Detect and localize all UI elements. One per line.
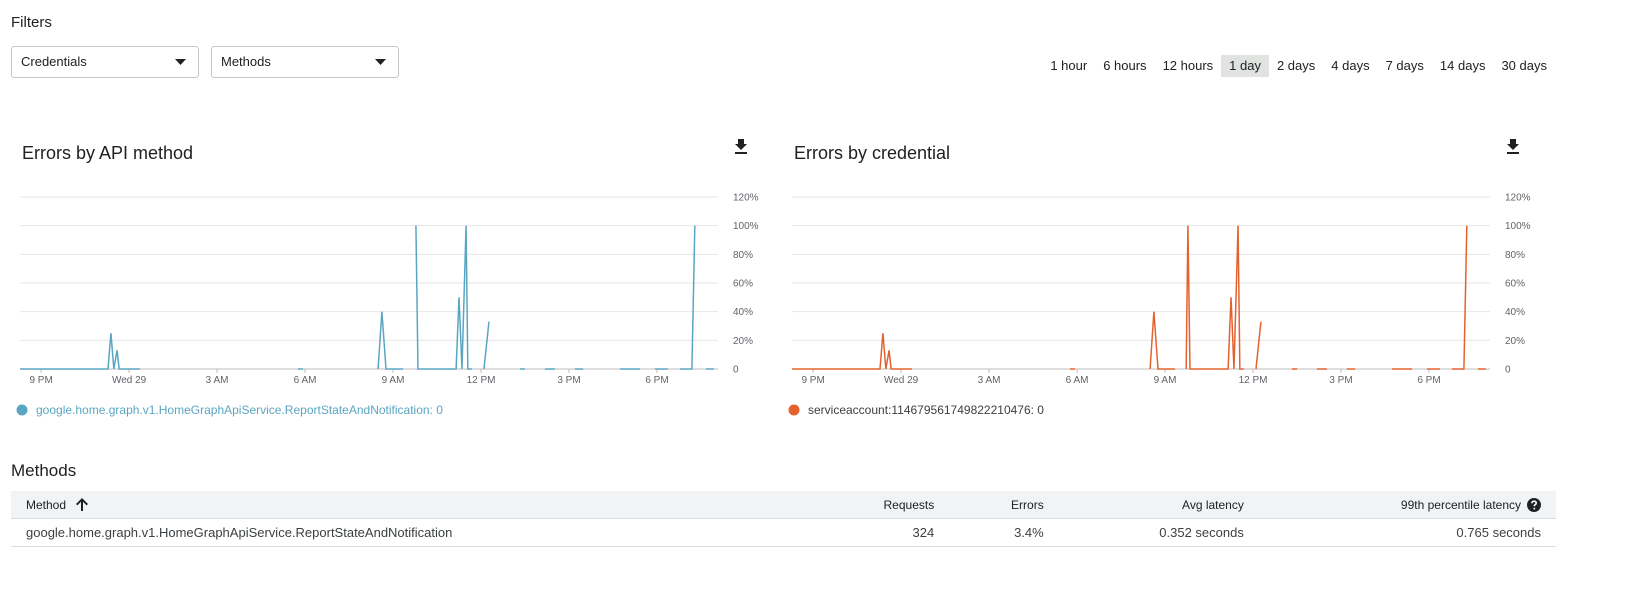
- y-tick-label: 120%: [733, 193, 759, 204]
- y-tick-label: 100%: [733, 221, 759, 232]
- series-line: [792, 225, 1486, 370]
- time-range-button[interactable]: 14 days: [1439, 58, 1486, 73]
- x-tick-label: 12 PM: [467, 375, 496, 386]
- y-tick-label: 80%: [733, 250, 753, 261]
- series-line: [20, 225, 714, 370]
- column-header: Avg latency: [1058, 491, 1259, 519]
- methods-table: Method Requests Errors Avg latency 99th perc…: [11, 491, 1556, 547]
- download-button[interactable]: [1507, 139, 1519, 154]
- dropdown-label: Credentials: [21, 54, 87, 69]
- x-tick-label: 3 AM: [978, 375, 1001, 386]
- download-button[interactable]: [735, 139, 747, 154]
- y-tick-label: 20%: [733, 336, 753, 347]
- help-icon[interactable]: [1527, 497, 1541, 512]
- table-cell: 3.4%: [949, 518, 1059, 547]
- download-icon: [1507, 139, 1519, 154]
- x-tick-label: 9 PM: [801, 375, 824, 386]
- x-tick-label: Wed 29: [112, 375, 147, 386]
- x-tick-label: 6 AM: [294, 375, 317, 386]
- dropdown-label: Methods: [221, 54, 271, 69]
- time-range-button[interactable]: 4 days: [1331, 58, 1370, 73]
- arrow: [76, 497, 89, 511]
- help-mark: [1531, 499, 1537, 506]
- x-tick-label: Wed 29: [884, 375, 919, 386]
- table-cell: 0.765 seconds: [1258, 518, 1556, 547]
- y-tick-label: 40%: [1505, 307, 1525, 318]
- y-tick-label: 0: [1505, 365, 1511, 376]
- y-tick-label: 40%: [733, 307, 753, 318]
- column-label: Errors: [1011, 497, 1044, 512]
- time-range-button[interactable]: 1 day: [1221, 55, 1269, 77]
- column-label: 99th percentile latency: [1400, 497, 1521, 512]
- column-label: Requests: [883, 497, 935, 512]
- y-tick-label: 120%: [1505, 193, 1531, 204]
- legend-label: google.home.graph.v1.HomeGraphApiService…: [36, 403, 443, 417]
- y-tick-label: 60%: [1505, 279, 1525, 290]
- x-tick-label: 9 PM: [29, 375, 52, 386]
- filters-title: Filters: [11, 14, 52, 31]
- table-cell: 0.352 seconds: [1058, 518, 1259, 547]
- x-tick-label: 12 PM: [1239, 375, 1268, 386]
- table-row: google.home.graph.v1.HomeGraphApiService…: [11, 518, 1556, 547]
- dropdown-arrow: [175, 59, 186, 65]
- y-tick-label: 0: [733, 365, 739, 376]
- time-range-bar: 1 hour 6 hours 12 hours 1 day 2 days 4 days 7 …: [1042, 55, 1555, 77]
- column-header: 99th percentile latency: [1258, 491, 1556, 519]
- chart-title: Errors by API method: [22, 143, 193, 163]
- charts: Errors by API method 0 20% 40% 60% 80% 100% 120…: [16, 139, 1531, 417]
- help-dot: [1533, 507, 1536, 509]
- column-label: Avg latency: [1182, 497, 1244, 512]
- y-tick-label: 20%: [1505, 336, 1525, 347]
- table-title: Methods: [11, 461, 77, 480]
- time-range-button[interactable]: 12 hours: [1162, 58, 1214, 73]
- x-tick-label: 6 PM: [645, 375, 668, 386]
- column-label: Method: [26, 497, 67, 512]
- chart-title: Errors by credential: [794, 143, 950, 163]
- table-cell: 324: [808, 518, 950, 547]
- dropdown[interactable]: Credentials: [11, 46, 199, 78]
- legend-swatch: [16, 404, 28, 416]
- x-tick-label: 6 AM: [1066, 375, 1089, 386]
- dropdown[interactable]: Methods: [211, 46, 399, 78]
- x-tick-label: 9 AM: [1154, 375, 1177, 386]
- y-tick-label: 60%: [733, 279, 753, 290]
- time-range-button[interactable]: 1 hour: [1050, 58, 1088, 73]
- time-range-button[interactable]: 30 days: [1501, 58, 1547, 73]
- y-tick-label: 100%: [1505, 221, 1531, 232]
- column-header[interactable]: Method: [11, 491, 809, 519]
- column-header: Requests: [808, 491, 950, 519]
- x-tick-label: 3 PM: [1329, 375, 1352, 386]
- legend-swatch: [788, 404, 800, 416]
- x-tick-label: 6 PM: [1417, 375, 1440, 386]
- time-range-button[interactable]: 6 hours: [1103, 58, 1147, 73]
- x-tick-label: 3 AM: [206, 375, 229, 386]
- column-header: Errors: [949, 491, 1059, 519]
- x-tick-label: 9 AM: [382, 375, 405, 386]
- time-range-button[interactable]: 2 days: [1276, 58, 1316, 73]
- y-tick-label: 80%: [1505, 250, 1525, 261]
- table-cell: google.home.graph.v1.HomeGraphApiService…: [11, 518, 809, 547]
- legend-label: serviceaccount:114679561749822210476: 0: [808, 403, 1044, 417]
- download-icon: [735, 139, 747, 154]
- dropdown-arrow: [375, 59, 386, 65]
- x-tick-label: 3 PM: [557, 375, 580, 386]
- sort-arrow: [76, 497, 89, 511]
- time-range-button[interactable]: 7 days: [1385, 58, 1424, 73]
